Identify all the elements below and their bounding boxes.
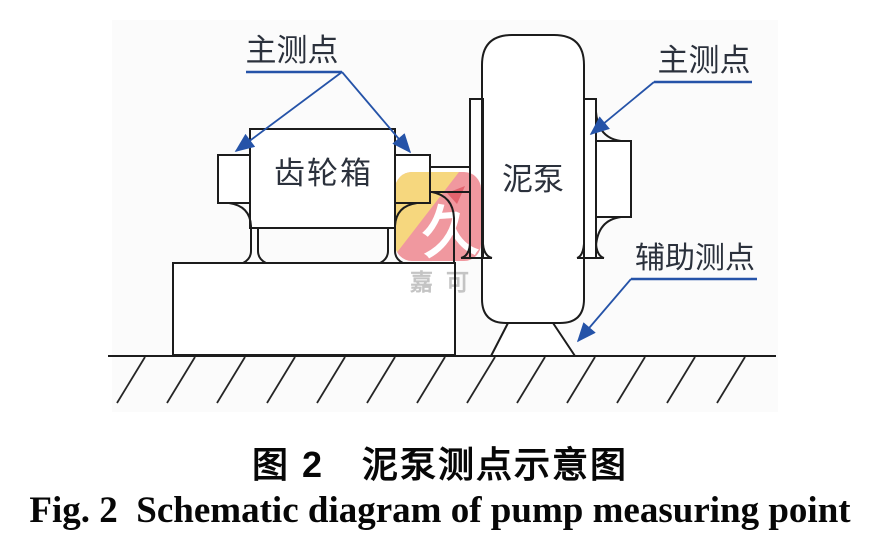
main-right-arrow	[589, 81, 655, 136]
label-gearbox: 齿轮箱	[274, 156, 373, 191]
caption-english: Fig. 2 Schematic diagram of pump measuri…	[29, 490, 851, 531]
aux-arrow	[576, 278, 632, 343]
main-left-arrow-1	[234, 71, 343, 152]
label-pump: 泥泵	[502, 162, 564, 197]
label-main-point-left: 主测点	[245, 33, 339, 68]
watermark-red-accent	[447, 186, 465, 204]
main-left-arrow-2	[341, 71, 412, 154]
machine-outlines	[172, 34, 632, 357]
pump-body	[481, 34, 585, 324]
gearbox-right-bearing	[394, 154, 431, 204]
gearbox-left-bearing	[217, 154, 251, 204]
watermark-text: 嘉可	[410, 269, 482, 295]
pump-left-leg	[490, 322, 509, 357]
coupling-shaft	[430, 166, 470, 193]
callouts	[234, 70, 757, 343]
pump-right-leg	[552, 322, 576, 357]
watermark-logo: 久 嘉可	[395, 172, 482, 295]
caption-chinese: 图 2 泥泵测点示意图	[251, 444, 629, 485]
ground-hatching	[116, 356, 746, 404]
label-main-point-right: 主测点	[657, 43, 751, 78]
ground	[108, 355, 776, 404]
label-aux-point: 辅助测点	[635, 242, 755, 275]
